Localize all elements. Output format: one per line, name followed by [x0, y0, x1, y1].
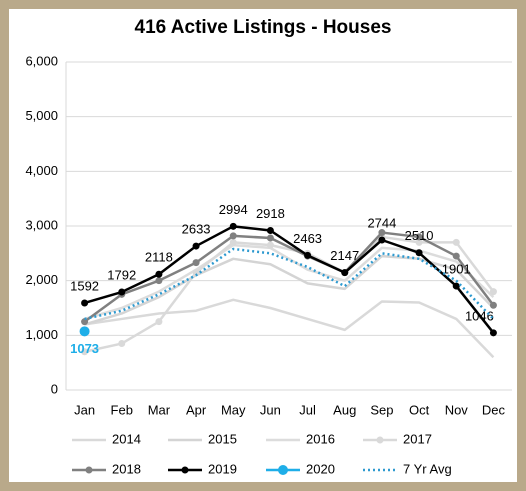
x-tick-label: May: [221, 402, 246, 417]
data-label: 2118: [145, 250, 173, 265]
legend-label: 2016: [306, 431, 335, 446]
legend-label: 2015: [208, 431, 237, 446]
legend-marker: [376, 436, 384, 444]
series-marker: [378, 229, 386, 237]
legend-label: 2017: [403, 431, 432, 446]
series-marker: [415, 249, 423, 257]
series-marker: [452, 252, 460, 260]
chart-title: 416 Active Listings - Houses: [135, 17, 392, 38]
series-marker: [229, 222, 237, 230]
series-marker: [452, 282, 460, 290]
series-marker: [304, 251, 312, 259]
series-marker: [81, 318, 89, 326]
series-marker: [192, 242, 200, 250]
series-marker: [489, 301, 497, 309]
series-line: [83, 231, 495, 323]
series-line: [84, 247, 495, 321]
legend-marker: [181, 466, 189, 474]
data-label: 2510: [405, 228, 434, 243]
series-marker: [155, 318, 163, 326]
series-marker: [155, 270, 163, 278]
y-tick-label: 5,000: [25, 108, 58, 123]
x-tick-label: Jun: [260, 402, 281, 417]
legend-marker: [278, 465, 288, 475]
y-tick-label: 0: [51, 381, 58, 396]
series-line: [84, 243, 495, 321]
y-tick-label: 6,000: [25, 53, 58, 68]
series-marker: [378, 236, 386, 244]
series-marker: [266, 226, 274, 234]
data-label: 2633: [182, 222, 211, 237]
y-tick-label: 2,000: [25, 272, 58, 287]
series-marker: [452, 238, 460, 246]
series-marker: [192, 259, 200, 267]
series-marker: [192, 268, 200, 276]
legend-marker: [85, 466, 93, 474]
y-tick-label: 3,000: [25, 217, 58, 232]
series-marker: [266, 234, 274, 242]
legend-label: 2018: [112, 461, 141, 476]
series-marker: [415, 238, 423, 246]
x-tick-label: Nov: [445, 402, 469, 417]
series-marker: [415, 233, 423, 241]
data-label: 2744: [367, 215, 396, 230]
series-marker: [229, 232, 237, 240]
series-marker: [489, 288, 497, 296]
data-label: 2147: [330, 248, 359, 263]
series-marker: [341, 269, 349, 277]
series-marker: [489, 329, 497, 337]
series-line: [84, 235, 495, 353]
x-tick-label: Feb: [111, 402, 133, 417]
x-tick-label: Dec: [482, 402, 506, 417]
series-line: [84, 298, 495, 359]
x-tick-label: Sep: [370, 402, 393, 417]
data-label: 2463: [293, 231, 322, 246]
data-label: 2994: [219, 202, 248, 217]
data-label: 1073: [70, 341, 99, 356]
y-tick-label: 1,000: [25, 327, 58, 342]
series-line: [84, 254, 495, 326]
data-label: 1592: [70, 278, 99, 293]
data-label: 1792: [107, 267, 136, 282]
series-marker: [79, 326, 90, 337]
series-marker: [81, 348, 89, 356]
series-line: [84, 225, 495, 334]
series-marker: [155, 277, 163, 285]
x-tick-label: Jul: [299, 402, 316, 417]
data-label: 1046: [465, 308, 494, 323]
x-tick-label: Apr: [186, 402, 207, 417]
series-marker: [229, 238, 237, 246]
series-marker: [81, 299, 89, 307]
y-tick-label: 4,000: [25, 163, 58, 178]
data-label: 1901: [442, 262, 471, 277]
series-marker: [118, 288, 126, 296]
legend-label: 2020: [306, 461, 335, 476]
data-label: 2918: [256, 206, 285, 221]
x-tick-label: Aug: [333, 402, 356, 417]
x-tick-label: Oct: [409, 402, 430, 417]
legend-label: 2014: [112, 431, 141, 446]
legend-label: 7 Yr Avg: [403, 461, 452, 476]
x-tick-label: Jan: [74, 402, 95, 417]
series-marker: [118, 340, 126, 348]
legend-label: 2019: [208, 461, 237, 476]
x-tick-label: Mar: [148, 402, 171, 417]
series-marker: [266, 241, 274, 249]
